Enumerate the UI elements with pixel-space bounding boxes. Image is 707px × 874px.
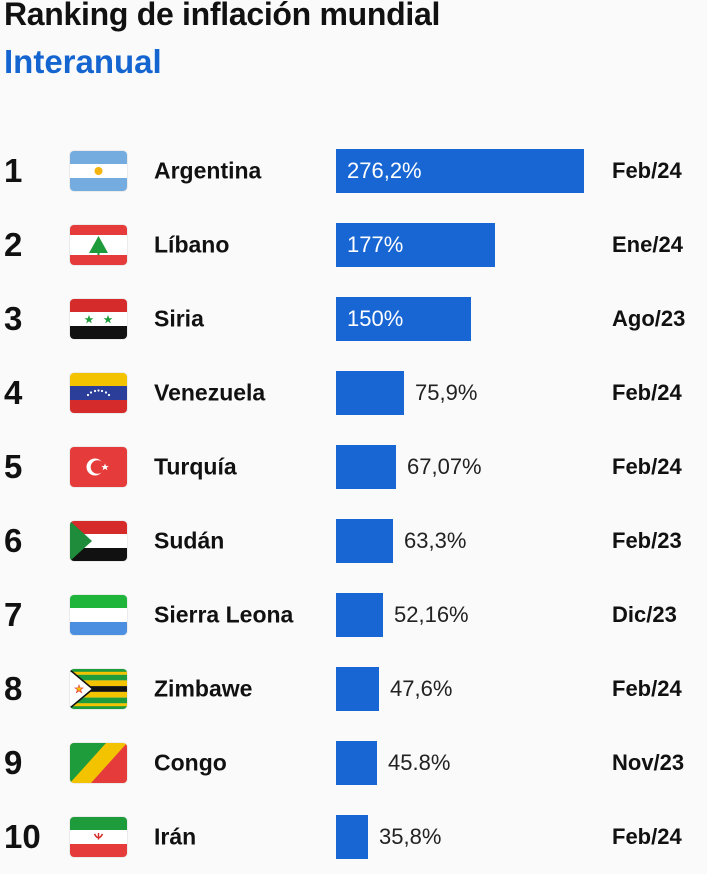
page-subtitle: Interanual [4,43,162,80]
country-name: Congo [154,749,227,776]
date-label: Ene/24 [612,232,683,257]
turkey-flag-icon [70,447,127,487]
ranking-row: 9 Congo 45.8% Nov/23 [0,726,707,800]
rank-number: 1 [4,152,23,189]
inflation-bar [336,149,584,193]
rank-number: 4 [4,374,23,411]
value-label: 45.8% [388,750,451,775]
country-name: Líbano [154,231,230,258]
inflation-bar [336,815,368,859]
congo-flag-icon [70,743,127,783]
value-label: 75,9% [415,380,478,405]
value-label: 67,07% [407,454,482,479]
syria-flag-icon [70,299,127,339]
date-label: Feb/24 [612,158,682,183]
rank-number: 2 [4,226,23,263]
country-name: Argentina [154,157,262,184]
rank-number: 6 [4,522,23,559]
date-label: Nov/23 [612,750,685,775]
inflation-bar [336,593,383,637]
date-label: Feb/24 [612,454,682,479]
rank-number: 10 [4,818,41,855]
value-label: 35,8% [379,824,442,849]
venezuela-flag-icon [70,373,127,413]
date-label: Ago/23 [612,306,686,331]
country-name: Turquía [154,453,237,480]
rank-number: 5 [4,448,23,485]
lebanon-flag-icon [70,225,127,265]
rank-number: 8 [4,670,23,707]
value-label: 150% [347,306,404,331]
inflation-bar [336,667,379,711]
date-label: Feb/24 [612,380,682,405]
country-name: Sierra Leona [154,601,294,628]
ranking-row: 7 Sierra Leona 52,16% Dic/23 [0,578,707,652]
inflation-bar [336,297,471,341]
date-label: Feb/24 [612,824,682,849]
inflation-bar [336,519,393,563]
value-label: 276,2% [347,158,422,183]
inflation-bar [336,223,495,267]
ranking-row: 10 Irán 35,8% Feb/24 [0,800,707,874]
zimbabwe-flag-icon [70,669,127,709]
value-label: 47,6% [390,676,453,701]
ranking-row: 4 Venezuela 75,9% Feb/24 [0,356,707,430]
rank-number: 7 [4,596,23,633]
date-label: Dic/23 [612,602,677,627]
value-label: 52,16% [394,602,469,627]
country-name: Sudán [154,527,225,554]
inflation-bar [336,371,404,415]
inflation-bar [336,445,396,489]
ranking-row: 8 Zimbawe 47,6% Feb/24 [0,652,707,726]
value-label: 63,3% [404,528,467,553]
country-name: Venezuela [154,379,266,406]
value-label: 177% [347,232,404,257]
country-name: Irán [154,823,197,850]
ranking-row: 1 Argentina 276,2% Feb/24 [0,134,707,208]
inflation-bar [336,741,377,785]
ranking-row: 3 Siria 150% Ago/23 [0,282,707,356]
date-label: Feb/24 [612,676,682,701]
sudan-flag-icon [70,521,127,561]
rank-number: 9 [4,744,23,781]
rank-number: 3 [4,300,23,337]
ranking-row: 2 Líbano 177% Ene/24 [0,208,707,282]
country-name: Siria [154,305,204,332]
argentina-flag-icon [70,151,127,191]
date-label: Feb/23 [612,528,682,553]
sierra-leone-flag-icon [70,595,127,635]
ranking-row: 5 Turquía 67,07% Feb/24 [0,430,707,504]
country-name: Zimbawe [154,675,253,702]
iran-flag-icon [70,817,127,857]
ranking-row: 6 Sudán 63,3% Feb/23 [0,504,707,578]
page-title: Ranking de inflación mundial [4,0,441,32]
